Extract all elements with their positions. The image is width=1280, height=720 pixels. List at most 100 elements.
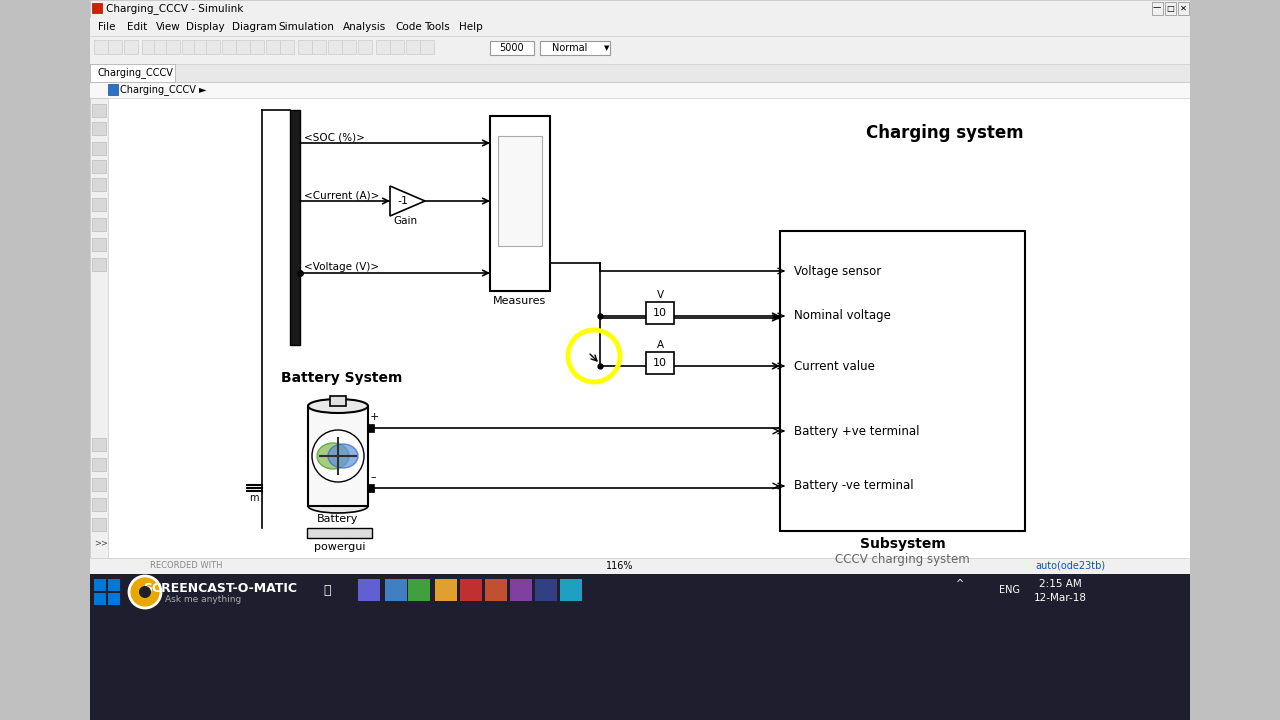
Text: □: □ <box>1166 4 1174 12</box>
Text: A: A <box>657 340 663 350</box>
Bar <box>328 40 342 54</box>
Text: 10: 10 <box>653 358 667 368</box>
Text: Battery -ve terminal: Battery -ve terminal <box>794 480 914 492</box>
Text: Battery: Battery <box>317 514 358 524</box>
Bar <box>358 579 380 601</box>
Bar <box>490 116 550 291</box>
Bar <box>535 579 557 601</box>
Bar <box>92 198 106 211</box>
Bar <box>124 40 138 54</box>
Text: Current value: Current value <box>794 359 874 372</box>
Text: 5000: 5000 <box>499 43 525 53</box>
Text: ^: ^ <box>956 579 964 589</box>
Bar <box>490 41 534 55</box>
Bar <box>92 122 106 135</box>
Bar <box>308 406 369 506</box>
Bar <box>369 484 374 492</box>
Bar <box>420 40 434 54</box>
Ellipse shape <box>317 443 349 469</box>
Text: powergui: powergui <box>314 542 365 552</box>
Text: auto(ode23tb): auto(ode23tb) <box>1036 561 1105 571</box>
Bar <box>298 40 312 54</box>
Circle shape <box>140 586 151 598</box>
Bar <box>266 40 280 54</box>
Bar <box>92 3 102 13</box>
Text: <Current (A)>: <Current (A)> <box>305 190 379 200</box>
Text: Gain: Gain <box>393 216 417 226</box>
Bar <box>1165 2 1176 15</box>
Text: Measures: Measures <box>493 296 547 306</box>
Bar <box>90 98 108 558</box>
Text: SCREENCAST-O-MATIC: SCREENCAST-O-MATIC <box>143 582 297 595</box>
Bar <box>342 40 356 54</box>
Bar <box>1178 2 1189 15</box>
Text: Display: Display <box>186 22 224 32</box>
Bar <box>485 579 507 601</box>
Text: V: V <box>657 290 663 300</box>
Bar <box>166 40 180 54</box>
Text: ▼: ▼ <box>604 45 609 51</box>
Text: m: m <box>250 493 259 503</box>
Bar <box>93 40 108 54</box>
Bar <box>92 218 106 231</box>
Bar <box>498 136 541 246</box>
Bar <box>92 142 106 155</box>
Text: Tools: Tools <box>425 22 451 32</box>
Bar <box>291 110 300 345</box>
Text: 116%: 116% <box>607 561 634 571</box>
Bar <box>108 84 118 95</box>
Bar <box>108 593 120 605</box>
Text: Normal: Normal <box>552 43 588 53</box>
Text: Charging_CCCV - Simulink: Charging_CCCV - Simulink <box>106 4 243 14</box>
Circle shape <box>129 576 161 608</box>
Bar <box>92 258 106 271</box>
Bar <box>90 574 1190 720</box>
Text: 10: 10 <box>653 308 667 318</box>
Bar <box>90 0 1190 18</box>
Bar <box>92 438 106 451</box>
Bar <box>90 64 175 82</box>
Text: -1: -1 <box>398 196 408 206</box>
Bar <box>280 40 294 54</box>
Text: Battery System: Battery System <box>282 371 403 385</box>
Bar <box>92 104 106 117</box>
Bar <box>540 41 611 55</box>
Bar <box>236 40 250 54</box>
Bar <box>390 40 404 54</box>
Bar <box>460 579 483 601</box>
Text: >>: >> <box>93 539 108 547</box>
Bar <box>646 302 675 324</box>
Text: —: — <box>1153 4 1161 12</box>
Text: Help: Help <box>460 22 483 32</box>
Text: RECORDED WITH: RECORDED WITH <box>150 562 223 570</box>
Bar <box>646 352 675 374</box>
Bar <box>108 579 120 591</box>
Text: Battery +ve terminal: Battery +ve terminal <box>794 425 919 438</box>
Ellipse shape <box>308 399 369 413</box>
Bar <box>195 40 207 54</box>
Text: Diagram: Diagram <box>232 22 276 32</box>
Bar <box>358 40 372 54</box>
Bar <box>92 178 106 191</box>
Bar <box>92 458 106 471</box>
Text: Nominal voltage: Nominal voltage <box>794 310 891 323</box>
Bar <box>92 498 106 511</box>
Text: Ask me anything: Ask me anything <box>165 595 241 605</box>
Text: Edit: Edit <box>127 22 147 32</box>
Bar <box>92 160 106 173</box>
Text: Code: Code <box>396 22 422 32</box>
Text: 2:15 AM: 2:15 AM <box>1038 579 1082 589</box>
Text: ✕: ✕ <box>1179 4 1187 12</box>
Bar <box>93 579 106 591</box>
Bar <box>90 18 1190 36</box>
Text: <SOC (%)>: <SOC (%)> <box>305 132 365 142</box>
Bar <box>408 579 430 601</box>
Polygon shape <box>390 186 425 216</box>
Text: –: – <box>370 472 375 482</box>
Bar <box>435 579 457 601</box>
Bar <box>1152 2 1164 15</box>
Bar <box>108 40 122 54</box>
Bar <box>376 40 390 54</box>
Bar <box>92 238 106 251</box>
Bar <box>142 40 156 54</box>
